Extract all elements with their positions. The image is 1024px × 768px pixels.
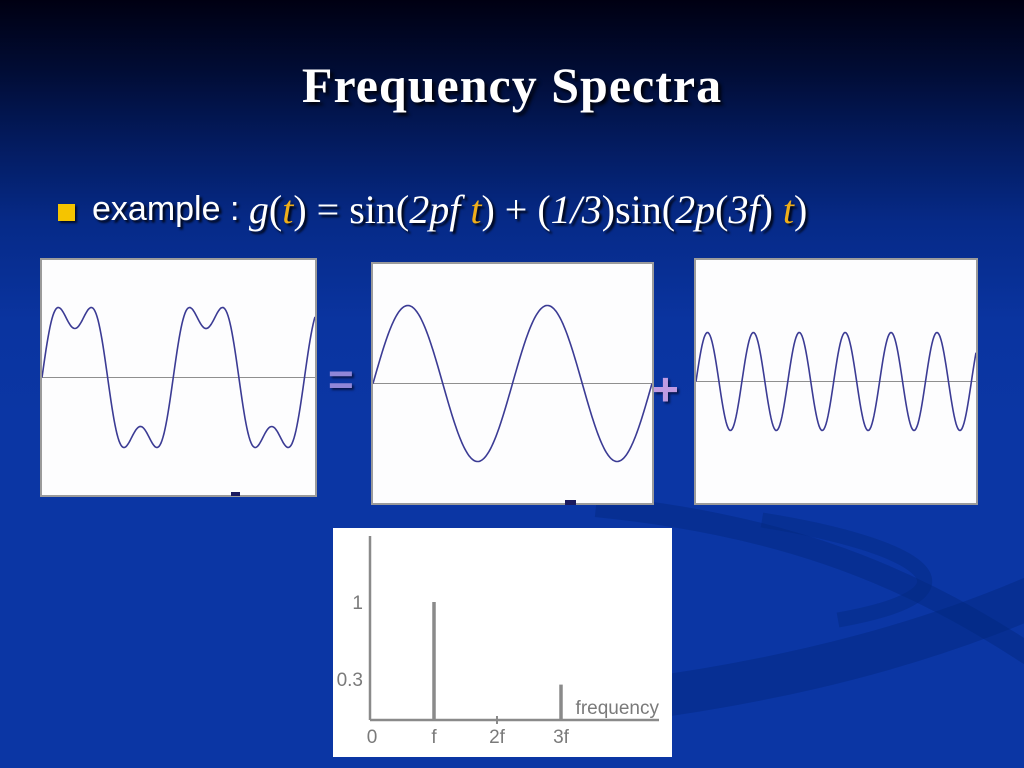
formula: g(t) = sin(2pf t) + (1/3)sin(2p(3f) t) (249, 186, 807, 233)
x-tick-label-2f: 2f (489, 727, 506, 748)
equals-operator: = (328, 355, 354, 404)
formula-segment: 2p (675, 187, 716, 232)
wave-curve (695, 331, 977, 432)
swoosh-arc-2 (760, 512, 933, 628)
composite-wave-chart (41, 306, 316, 449)
formula-segment: ) + ( (481, 187, 551, 232)
cropped-label-artifact-2 (565, 500, 576, 505)
formula-segment: 1/3 (550, 187, 602, 232)
formula-segment: ( (715, 187, 729, 232)
wave-curve (372, 304, 653, 463)
formula-segment: 3f (728, 187, 760, 232)
fundamental-wave-chart (372, 304, 653, 463)
spectrum-stems (432, 602, 563, 720)
swoosh-arc-1 (594, 495, 1024, 665)
frequency-spectrum-chart: 1 0.3 0 f 2f 3f frequency (337, 536, 660, 748)
y-tick-label-03: 0.3 (337, 670, 363, 691)
plot-fundamental-wave (371, 262, 654, 505)
formula-segment: ) (759, 187, 783, 232)
plot-frequency-spectrum: 1 0.3 0 f 2f 3f frequency (333, 528, 672, 757)
formula-segment: t (782, 187, 795, 232)
plus-operator: + (652, 363, 679, 415)
formula-segment: ) = sin( (293, 187, 410, 232)
bullet-label: example : (92, 190, 249, 228)
slide-title: Frequency Spectra (301, 57, 723, 113)
wave-curve (41, 306, 316, 449)
formula-segment: t (282, 187, 294, 232)
formula-segment: g (248, 187, 269, 232)
y-tick-label-1: 1 (352, 593, 363, 614)
x-tick-label-f: f (431, 727, 437, 748)
formula-segment: )sin( (601, 187, 676, 232)
x-tick-label-3f: 3f (553, 727, 570, 748)
formula-segment: ( (268, 187, 283, 232)
formula-segment: 2pf (409, 187, 471, 232)
formula-segment: ) (794, 187, 808, 232)
bullet-square-icon (58, 204, 75, 221)
bullet-line: example : g(t) = sin(2pf t) + (1/3)sin(2… (58, 186, 807, 233)
x-axis-label-frequency: frequency (576, 698, 660, 719)
third-harmonic-wave-chart (695, 331, 977, 432)
plot-composite-wave (40, 258, 317, 497)
x-tick-label-0: 0 (367, 727, 378, 748)
cropped-label-artifact-1 (231, 492, 240, 496)
formula-segment: t (470, 187, 482, 232)
plot-third-harmonic-wave (694, 258, 978, 505)
